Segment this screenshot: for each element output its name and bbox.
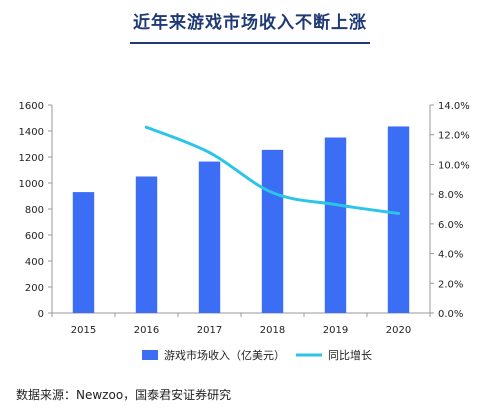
y-left-tick-label: 0 xyxy=(38,309,44,320)
y-right-tick-label: 12.0% xyxy=(438,131,470,142)
growth-point-2017 xyxy=(208,151,211,155)
y-right-tick-label: 10.0% xyxy=(438,160,470,171)
y-left-tick-label: 1000 xyxy=(19,179,44,190)
y-left-tick-label: 200 xyxy=(25,283,44,294)
y-right-tick-label: 14.0% xyxy=(438,101,470,112)
legend-label-bar: 游戏市场收入（亿美元） xyxy=(164,348,285,362)
bar-2018 xyxy=(261,149,284,313)
y-left-tick-label: 600 xyxy=(25,231,44,242)
bar-2020 xyxy=(387,126,410,313)
y-left-tick-label: 800 xyxy=(25,205,44,216)
y-left-tick-label: 400 xyxy=(25,257,44,268)
y-left-tick-label: 1600 xyxy=(19,101,44,112)
x-tick-label: 2016 xyxy=(134,325,159,336)
x-tick-label: 2020 xyxy=(386,325,411,336)
y-right-tick-label: 6.0% xyxy=(438,220,463,231)
growth-point-2016 xyxy=(145,125,148,129)
y-left-tick-label: 1400 xyxy=(19,127,44,138)
growth-point-2018 xyxy=(271,191,274,195)
chart-title: 近年来游戏市场收入不断上涨 xyxy=(133,13,367,33)
legend-label-line: 同比增长 xyxy=(328,348,372,362)
growth-point-2020 xyxy=(397,211,400,215)
bar-2016 xyxy=(135,176,158,313)
y-right-tick-label: 0.0% xyxy=(438,309,463,320)
x-tick-label: 2019 xyxy=(323,325,348,336)
y-right-tick-label: 4.0% xyxy=(438,250,463,261)
x-tick-label: 2018 xyxy=(260,325,285,336)
y-left-tick-label: 1200 xyxy=(19,153,44,164)
title-underline xyxy=(130,42,370,44)
bar-2019 xyxy=(324,137,347,313)
x-tick-label: 2015 xyxy=(71,325,96,336)
bar-2017 xyxy=(198,161,221,313)
bar-2015 xyxy=(72,192,95,313)
y-right-tick-label: 2.0% xyxy=(438,279,463,290)
x-tick-label: 2017 xyxy=(197,325,222,336)
growth-point-2019 xyxy=(334,203,337,207)
data-source-note: 数据来源：Newzoo，国泰君安证券研究 xyxy=(16,388,232,402)
y-right-tick-label: 8.0% xyxy=(438,190,463,201)
legend-swatch-bar xyxy=(142,350,158,360)
